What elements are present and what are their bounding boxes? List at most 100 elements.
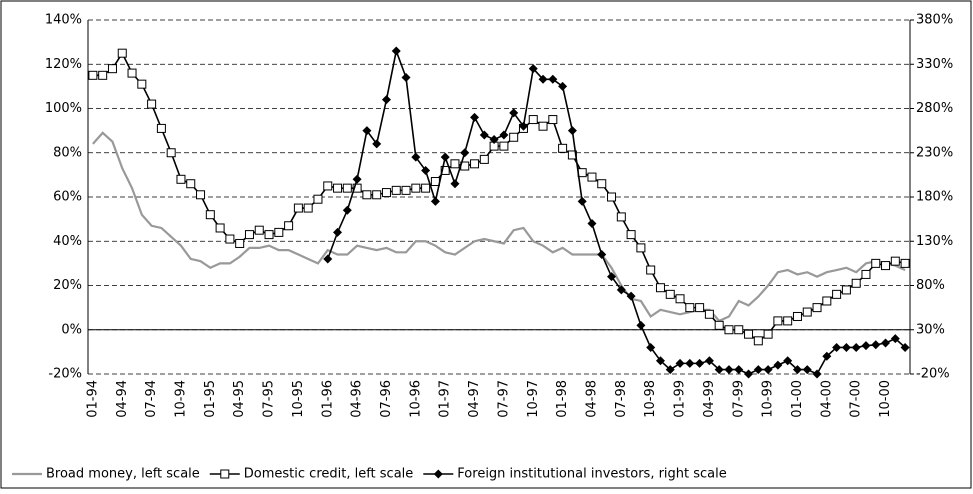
x-tick-label: 04-96	[350, 380, 365, 418]
x-tick-label: 07-94	[144, 380, 159, 418]
point	[616, 285, 626, 295]
point	[479, 154, 489, 164]
point	[548, 74, 558, 84]
x-tick-label: 10-98	[643, 380, 658, 418]
y2-tick-label: 80%	[916, 278, 945, 293]
point	[802, 365, 812, 375]
x-tick-label: 04-00	[819, 380, 834, 418]
point	[548, 115, 558, 125]
point	[822, 296, 832, 306]
point	[254, 225, 264, 235]
y-tick-label: -20%	[48, 367, 82, 382]
y2-tick-label: 30%	[916, 322, 945, 337]
legend-label: Foreign institutional investors, right s…	[457, 467, 726, 482]
point	[440, 165, 450, 175]
point	[841, 285, 851, 295]
point	[812, 369, 822, 379]
point	[626, 230, 636, 240]
point	[734, 365, 744, 375]
point	[861, 341, 871, 351]
point	[655, 283, 665, 293]
x-tick-label: 01-98	[555, 380, 570, 418]
point	[518, 121, 528, 131]
point	[881, 338, 891, 348]
x-tick-label: 10-99	[761, 380, 776, 418]
point	[646, 265, 656, 275]
point	[215, 223, 225, 233]
y2-tick-label: 380%	[916, 13, 953, 28]
point	[107, 64, 117, 74]
y2-tick-label: 330%	[916, 57, 953, 72]
point	[763, 329, 773, 339]
point	[792, 365, 802, 375]
point	[802, 307, 812, 317]
legend-label: Broad money, left scale	[46, 467, 200, 482]
point	[450, 159, 460, 169]
point	[333, 183, 343, 193]
point	[205, 210, 215, 220]
point	[675, 294, 685, 304]
point	[225, 234, 235, 244]
point	[342, 205, 352, 215]
point	[470, 159, 480, 169]
point	[293, 203, 303, 213]
point	[881, 261, 891, 271]
series-line	[92, 131, 906, 323]
point	[401, 185, 411, 195]
point	[587, 172, 597, 182]
point	[137, 79, 147, 89]
x-tick-label: 10-97	[526, 380, 541, 418]
point	[626, 291, 636, 301]
x-tick-label: 07-96	[379, 380, 394, 418]
point	[665, 289, 675, 299]
point	[411, 183, 421, 193]
x-tick-label: 04-95	[232, 380, 247, 418]
point	[352, 174, 362, 184]
point	[284, 221, 294, 231]
x-tick-label: 01-99	[673, 380, 688, 418]
point	[792, 311, 802, 321]
x-tick-label: 07-98	[614, 380, 629, 418]
point	[616, 212, 626, 222]
y2-tick-label: -20%	[916, 367, 950, 382]
point	[440, 152, 450, 162]
point	[655, 356, 665, 366]
point	[156, 123, 166, 133]
y-tick-label: 40%	[53, 234, 82, 249]
point	[577, 196, 587, 206]
x-tick-label: 07-95	[262, 380, 277, 418]
point	[832, 289, 842, 299]
point	[499, 130, 509, 140]
point	[646, 342, 656, 352]
point	[147, 99, 157, 109]
y-tick-label: 60%	[53, 190, 82, 205]
legend-marker	[433, 469, 443, 479]
point	[509, 132, 519, 142]
point	[333, 227, 343, 237]
y-tick-label: 80%	[53, 145, 82, 160]
point	[685, 358, 695, 368]
y2-tick-label: 230%	[916, 145, 953, 160]
y2-tick-label: 180%	[916, 190, 953, 205]
point	[822, 351, 832, 361]
point	[362, 190, 372, 200]
point	[274, 227, 284, 237]
point	[117, 48, 127, 58]
y2-tick-label: 130%	[916, 234, 953, 249]
x-tick-label: 04-98	[584, 380, 599, 418]
point	[724, 325, 734, 335]
x-tick-label: 04-94	[115, 380, 130, 418]
point	[323, 254, 333, 264]
point	[391, 46, 401, 56]
point	[352, 183, 362, 193]
point	[744, 369, 754, 379]
point	[890, 256, 900, 266]
point	[704, 356, 714, 366]
point	[861, 269, 871, 279]
point	[851, 342, 861, 352]
point	[127, 68, 137, 78]
point	[381, 95, 391, 105]
point	[421, 183, 431, 193]
